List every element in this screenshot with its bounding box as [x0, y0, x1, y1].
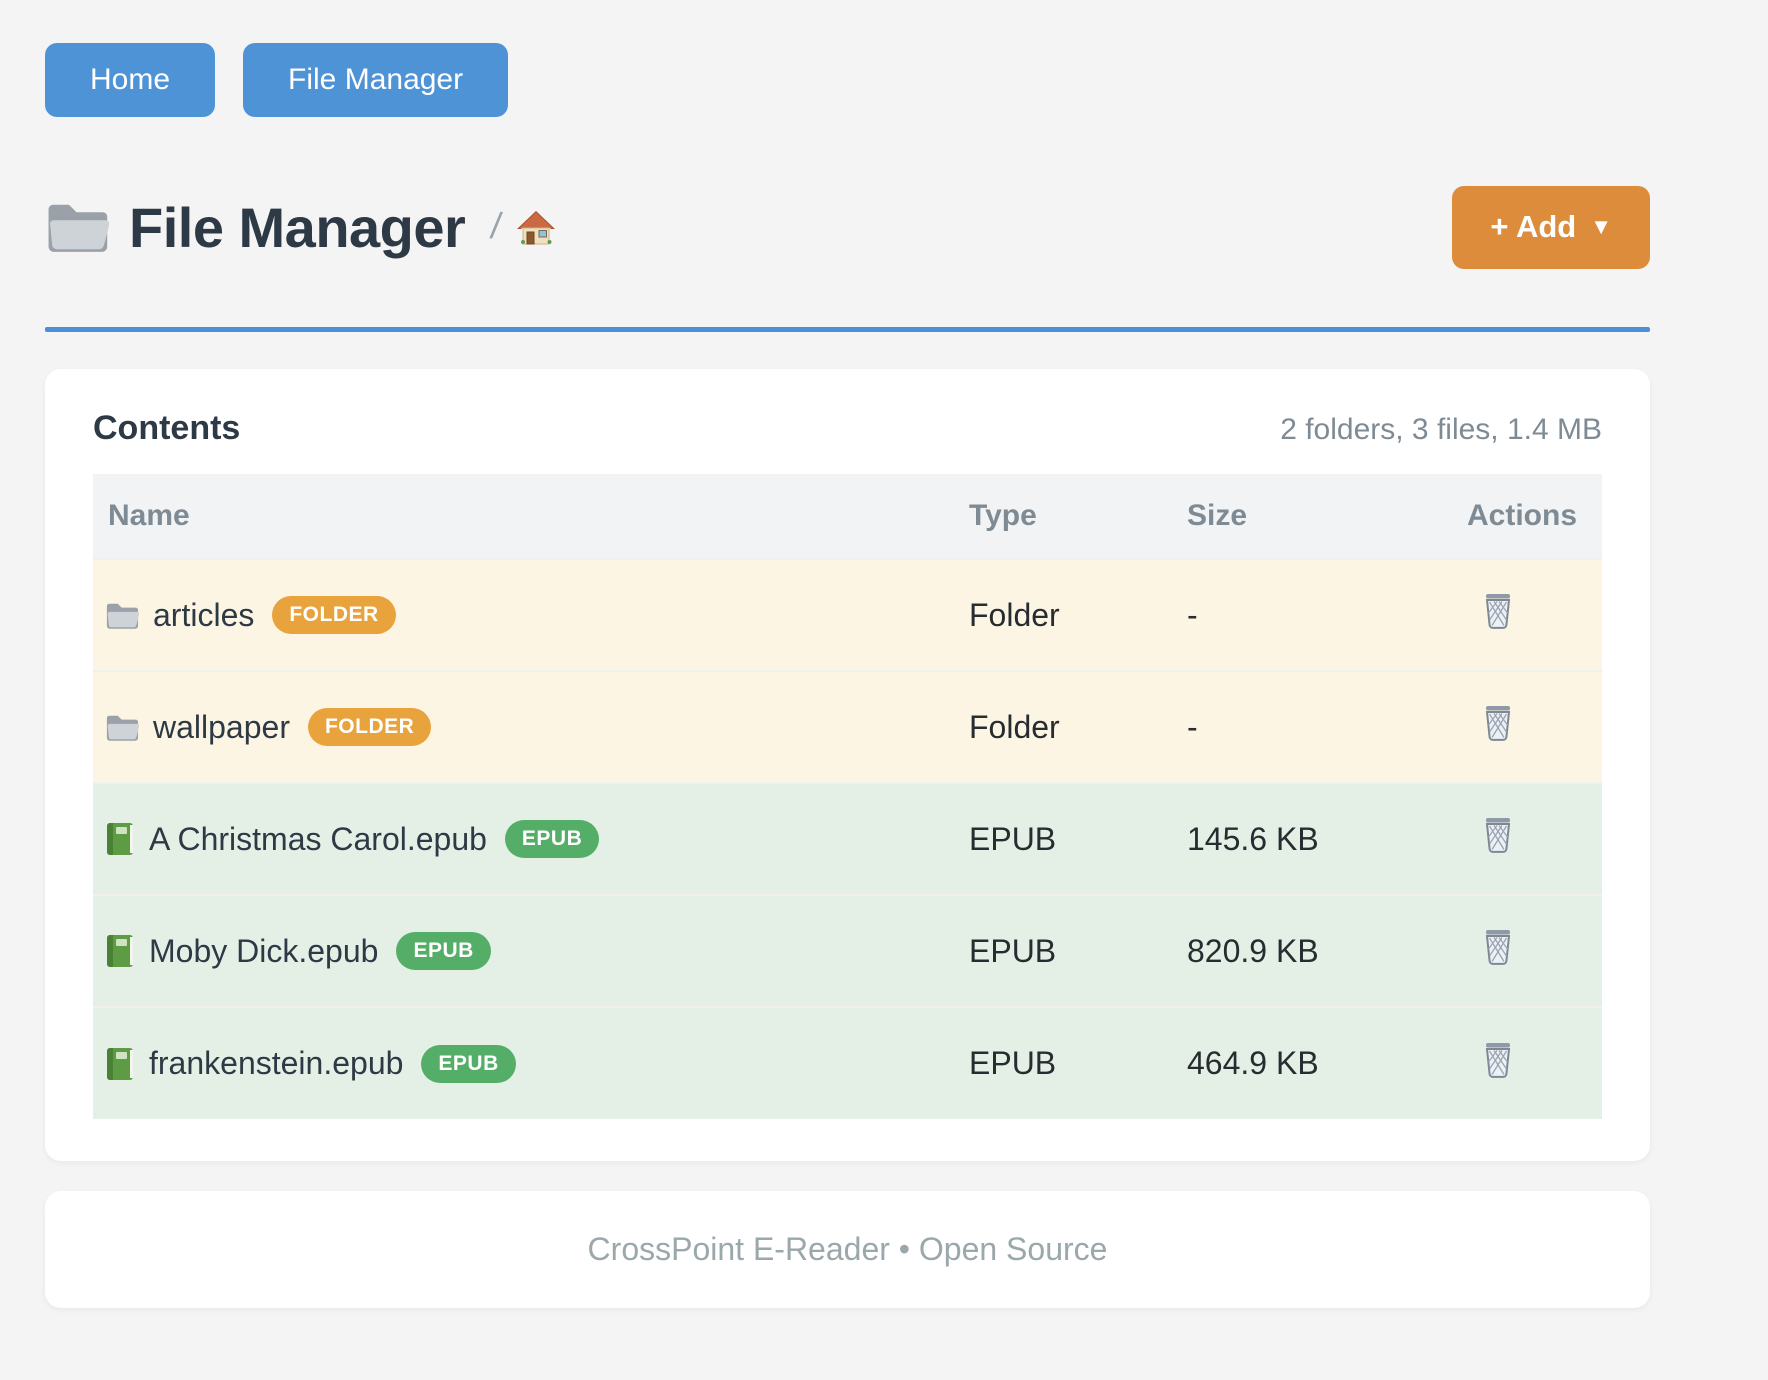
table-row[interactable]: Moby Dick.epub EPUB EPUB 820.9 KB: [93, 895, 1602, 1007]
size-cell: 464.9 KB: [1187, 1045, 1319, 1081]
card-title: Contents: [93, 409, 241, 447]
type-badge: EPUB: [504, 820, 600, 858]
type-cell: Folder: [969, 596, 1060, 633]
file-table: Name Type Size Actions articles FOLDER F…: [93, 474, 1602, 1119]
table-header-row: Name Type Size Actions: [93, 474, 1602, 559]
delete-button[interactable]: [1481, 816, 1515, 854]
type-badge: FOLDER: [272, 596, 396, 634]
delete-button[interactable]: [1481, 592, 1515, 630]
type-badge: EPUB: [421, 1044, 516, 1083]
card-head: Contents 2 folders, 3 files, 1.4 MB: [93, 409, 1602, 453]
table-row[interactable]: wallpaper FOLDER Folder -: [93, 671, 1602, 783]
breadcrumb: /: [488, 205, 557, 249]
type-badge: FOLDER: [307, 708, 432, 746]
folder-icon: [45, 200, 109, 254]
column-header-actions: Actions: [1467, 499, 1578, 532]
trash-icon: [1481, 704, 1515, 742]
column-header-type: Type: [969, 499, 1037, 532]
page-title: File Manager: [129, 195, 466, 259]
trash-icon: [1481, 928, 1515, 966]
page: Home File Manager File Manager /: [45, 43, 1650, 1308]
type-badge: EPUB: [396, 932, 491, 970]
title-wrap: File Manager /: [45, 195, 557, 260]
add-button-label: + Add: [1490, 209, 1577, 244]
book-icon: [105, 934, 135, 968]
folder-icon: [105, 713, 139, 742]
book-icon: [105, 822, 135, 856]
footer-text: CrossPoint E-Reader • Open Source: [587, 1231, 1108, 1267]
trash-icon: [1481, 816, 1515, 854]
table-row[interactable]: frankenstein.epub EPUB EPUB 464.9 KB: [93, 1007, 1602, 1119]
page-header: File Manager / + Add ▼: [45, 185, 1650, 269]
file-name[interactable]: frankenstein.epub: [149, 1045, 404, 1081]
trash-icon: [1481, 592, 1515, 630]
house-icon[interactable]: [515, 209, 557, 247]
file-name[interactable]: Moby Dick.epub: [149, 932, 379, 969]
delete-button[interactable]: [1481, 1041, 1515, 1079]
file-name[interactable]: wallpaper: [153, 708, 290, 745]
file-table-body: articles FOLDER Folder -: [93, 559, 1602, 1119]
caret-down-icon: ▼: [1590, 214, 1612, 239]
contents-card: Contents 2 folders, 3 files, 1.4 MB Name…: [45, 369, 1650, 1161]
size-cell: -: [1187, 596, 1198, 633]
type-cell: EPUB: [969, 932, 1057, 969]
size-cell: 145.6 KB: [1187, 820, 1319, 857]
size-cell: -: [1187, 708, 1198, 745]
delete-button[interactable]: [1481, 704, 1515, 742]
table-row[interactable]: articles FOLDER Folder -: [93, 559, 1602, 671]
header-divider: [45, 327, 1650, 332]
file-name[interactable]: articles: [153, 596, 255, 633]
contents-summary: 2 folders, 3 files, 1.4 MB: [1280, 413, 1602, 446]
folder-icon: [105, 601, 139, 630]
top-nav: Home File Manager: [45, 43, 1650, 117]
file-manager-button[interactable]: File Manager: [243, 43, 509, 117]
add-button[interactable]: + Add ▼: [1452, 185, 1650, 269]
file-name[interactable]: A Christmas Carol.epub: [149, 820, 487, 857]
footer-card: CrossPoint E-Reader • Open Source: [45, 1191, 1650, 1308]
type-cell: EPUB: [969, 820, 1057, 857]
home-button[interactable]: Home: [45, 43, 216, 117]
size-cell: 820.9 KB: [1187, 932, 1319, 969]
column-header-name: Name: [108, 499, 190, 532]
type-cell: EPUB: [969, 1045, 1057, 1081]
type-cell: Folder: [969, 708, 1060, 745]
delete-button[interactable]: [1481, 928, 1515, 966]
trash-icon: [1481, 1041, 1515, 1079]
column-header-size: Size: [1187, 499, 1248, 532]
table-row[interactable]: A Christmas Carol.epub EPUB EPUB 145.6 K…: [93, 783, 1602, 895]
book-icon: [105, 1047, 135, 1081]
breadcrumb-separator: /: [488, 205, 505, 246]
